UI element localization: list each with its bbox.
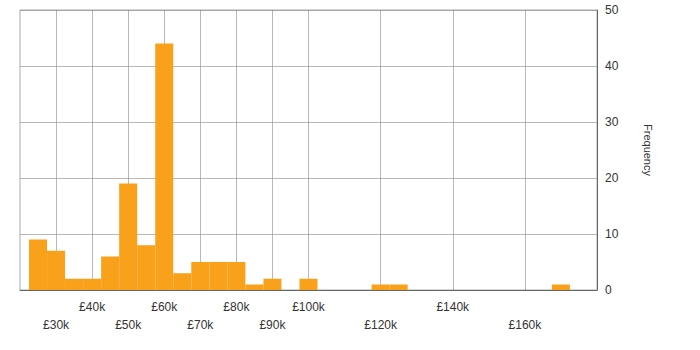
svg-text:£70k: £70k: [187, 318, 214, 332]
svg-text:£120k: £120k: [364, 318, 398, 332]
svg-text:£60k: £60k: [151, 300, 178, 314]
svg-text:£160k: £160k: [509, 318, 543, 332]
svg-text:10: 10: [605, 227, 619, 241]
svg-text:50: 50: [605, 3, 619, 17]
svg-text:£140k: £140k: [436, 300, 470, 314]
svg-text:£90k: £90k: [259, 318, 286, 332]
svg-text:20: 20: [605, 171, 619, 185]
svg-text:£40k: £40k: [79, 300, 106, 314]
svg-text:£100k: £100k: [292, 300, 326, 314]
svg-text:£30k: £30k: [43, 318, 70, 332]
svg-text:30: 30: [605, 115, 619, 129]
svg-text:£50k: £50k: [115, 318, 142, 332]
svg-text:£80k: £80k: [223, 300, 250, 314]
svg-text:Frequency: Frequency: [642, 124, 654, 176]
svg-text:0: 0: [605, 283, 612, 297]
svg-text:40: 40: [605, 59, 619, 73]
